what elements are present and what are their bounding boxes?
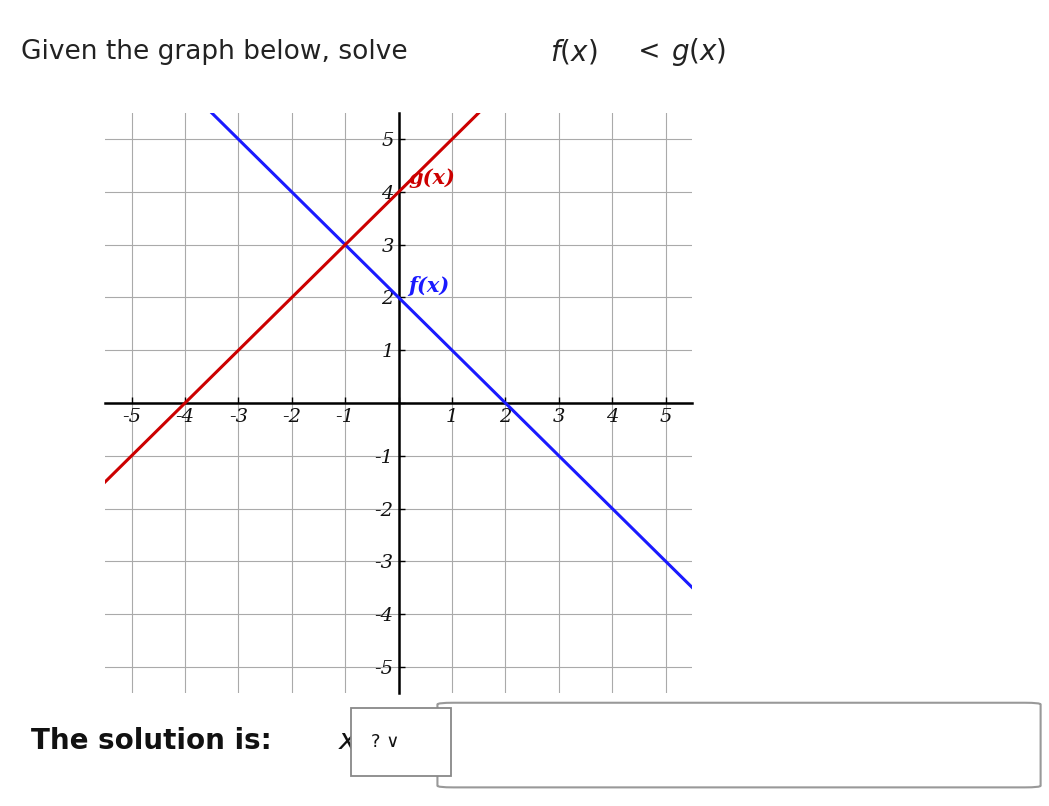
Text: Given the graph below, solve: Given the graph below, solve: [21, 39, 416, 65]
Text: $x$: $x$: [338, 726, 358, 754]
Text: ? ∨: ? ∨: [371, 733, 400, 750]
Text: g(x): g(x): [408, 168, 455, 188]
Text: f(x): f(x): [408, 276, 449, 297]
FancyBboxPatch shape: [437, 703, 1041, 787]
Text: <: <: [630, 39, 669, 65]
Text: The solution is:: The solution is:: [31, 726, 282, 754]
FancyBboxPatch shape: [351, 708, 451, 775]
Text: $f(x)$: $f(x)$: [550, 38, 597, 67]
Text: $g(x)$: $g(x)$: [670, 36, 726, 69]
